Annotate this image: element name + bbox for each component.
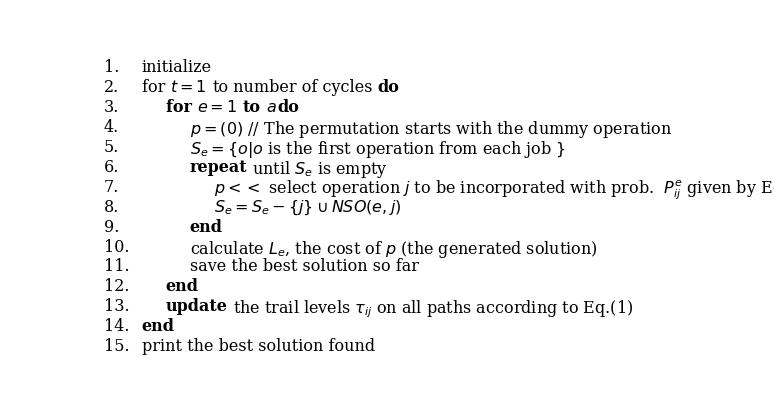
- Text: $p = (0)$ // The permutation starts with the dummy operation: $p = (0)$ // The permutation starts with…: [190, 119, 672, 140]
- Text: 3.: 3.: [104, 99, 119, 116]
- Text: until $S_e$ is empty: until $S_e$ is empty: [248, 159, 388, 180]
- Text: to: to: [243, 99, 261, 116]
- Text: 13.: 13.: [104, 298, 129, 315]
- Text: do: do: [278, 99, 300, 116]
- Text: $t = 1$: $t = 1$: [170, 79, 207, 96]
- Text: 14.: 14.: [104, 318, 129, 335]
- Text: do: do: [378, 79, 399, 96]
- Text: end: end: [190, 219, 223, 236]
- Text: $S_e = \{o|o$ is the first operation from each job $\}$: $S_e = \{o|o$ is the first operation fro…: [190, 139, 565, 160]
- Text: 10.: 10.: [104, 238, 129, 256]
- Text: $e = 1$: $e = 1$: [197, 99, 238, 116]
- Text: end: end: [142, 318, 175, 335]
- Text: 1.: 1.: [104, 59, 119, 76]
- Text: 12.: 12.: [104, 278, 129, 295]
- Text: $a$: $a$: [261, 99, 278, 116]
- Text: 2.: 2.: [104, 79, 119, 96]
- Text: repeat: repeat: [190, 159, 248, 176]
- Text: number of cycles: number of cycles: [228, 79, 378, 96]
- Text: for: for: [142, 79, 170, 96]
- Text: 8.: 8.: [104, 199, 119, 216]
- Text: print the best solution found: print the best solution found: [142, 338, 375, 355]
- Text: 15.: 15.: [104, 338, 129, 355]
- Text: 11.: 11.: [104, 259, 129, 276]
- Text: 6.: 6.: [104, 159, 119, 176]
- Text: 7.: 7.: [104, 179, 119, 196]
- Text: end: end: [166, 278, 199, 295]
- Text: $p <<$ select operation $j$ to be incorporated with prob.  $P_{ij}^{e}$ given by: $p <<$ select operation $j$ to be incorp…: [214, 179, 774, 202]
- Text: 9.: 9.: [104, 219, 119, 236]
- Text: initialize: initialize: [142, 59, 212, 76]
- Text: the trail levels $\tau_{ij}$ on all paths according to Eq.(1): the trail levels $\tau_{ij}$ on all path…: [228, 298, 633, 320]
- Text: for: for: [166, 99, 197, 116]
- Text: to: to: [212, 79, 228, 96]
- Text: save the best solution so far: save the best solution so far: [190, 259, 419, 276]
- Text: 5.: 5.: [104, 139, 119, 156]
- Text: calculate $L_e$, the cost of $p$ (the generated solution): calculate $L_e$, the cost of $p$ (the ge…: [190, 238, 598, 259]
- Text: update: update: [166, 298, 228, 315]
- Text: 4.: 4.: [104, 119, 119, 136]
- Text: $S_e = S_e - \{j\} \cup NSO(e, j)$: $S_e = S_e - \{j\} \cup NSO(e, j)$: [214, 199, 401, 217]
